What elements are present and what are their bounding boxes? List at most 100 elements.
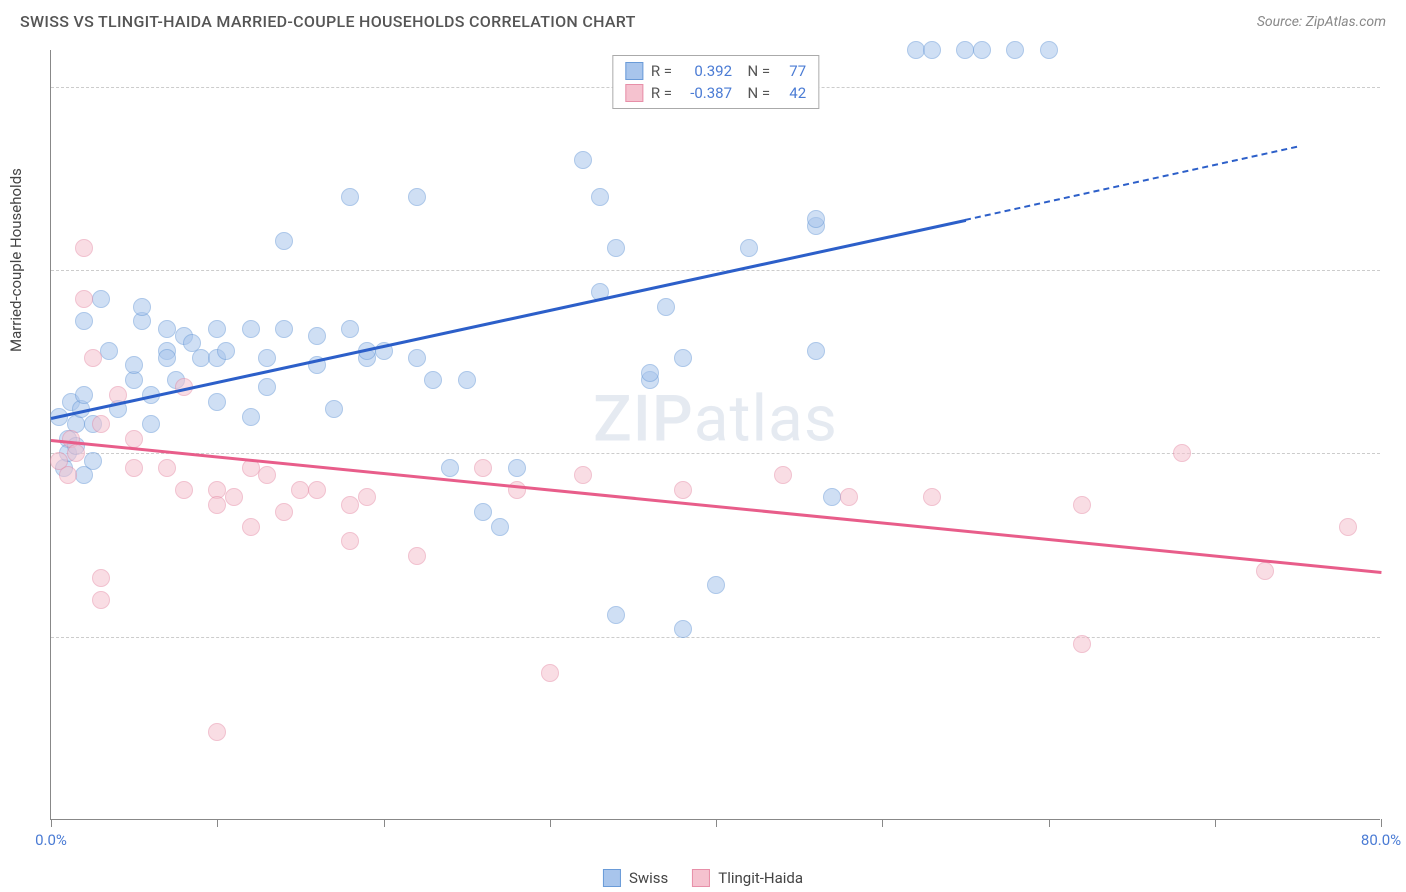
data-point bbox=[674, 620, 692, 638]
data-point bbox=[474, 459, 492, 477]
plot-area: Married-couple Households ZIPatlas 25.0%… bbox=[50, 50, 1380, 820]
data-point bbox=[208, 496, 226, 514]
legend: Swiss Tlingit-Haida bbox=[603, 869, 803, 887]
data-point bbox=[192, 349, 210, 367]
data-point bbox=[358, 488, 376, 506]
data-point bbox=[607, 606, 625, 624]
data-point bbox=[840, 488, 858, 506]
gridline bbox=[51, 637, 1380, 638]
trend-line bbox=[51, 219, 966, 419]
data-point bbox=[308, 481, 326, 499]
y-axis-label: Married-couple Households bbox=[7, 168, 25, 352]
data-point bbox=[441, 459, 459, 477]
legend-swatch bbox=[603, 869, 621, 887]
legend-item: Swiss bbox=[603, 869, 668, 887]
data-point bbox=[75, 386, 93, 404]
data-point bbox=[408, 349, 426, 367]
data-point bbox=[175, 481, 193, 499]
x-tick bbox=[716, 819, 717, 827]
data-point bbox=[142, 415, 160, 433]
series-swatch bbox=[625, 62, 643, 80]
data-point bbox=[133, 298, 151, 316]
x-tick bbox=[384, 819, 385, 827]
legend-label: Tlingit-Haida bbox=[718, 869, 803, 887]
data-point bbox=[308, 327, 326, 345]
data-point bbox=[258, 349, 276, 367]
x-tick bbox=[1381, 819, 1382, 827]
stats-row: R = 0.392 N = 77 bbox=[625, 60, 806, 82]
x-tick bbox=[550, 819, 551, 827]
data-point bbox=[956, 41, 974, 59]
data-point bbox=[641, 364, 659, 382]
data-point bbox=[92, 415, 110, 433]
data-point bbox=[607, 239, 625, 257]
data-point bbox=[225, 488, 243, 506]
data-point bbox=[1073, 635, 1091, 653]
data-point bbox=[341, 320, 359, 338]
data-point bbox=[275, 503, 293, 521]
r-label: R = bbox=[651, 84, 672, 102]
data-point bbox=[84, 452, 102, 470]
y-tick-label: 75.0% bbox=[1385, 261, 1406, 279]
data-point bbox=[258, 466, 276, 484]
data-point bbox=[92, 591, 110, 609]
data-point bbox=[657, 298, 675, 316]
data-point bbox=[75, 239, 93, 257]
data-point bbox=[424, 371, 442, 389]
n-value: 77 bbox=[778, 62, 806, 80]
data-point bbox=[59, 466, 77, 484]
data-point bbox=[807, 210, 825, 228]
y-tick-label: 100.0% bbox=[1385, 78, 1406, 96]
x-tick bbox=[217, 819, 218, 827]
data-point bbox=[408, 547, 426, 565]
data-point bbox=[125, 430, 143, 448]
n-label: N = bbox=[740, 62, 770, 80]
n-label: N = bbox=[740, 84, 770, 102]
watermark: ZIPatlas bbox=[593, 382, 838, 457]
r-value: 0.392 bbox=[680, 62, 732, 80]
x-tick bbox=[1049, 819, 1050, 827]
y-tick-label: 25.0% bbox=[1385, 628, 1406, 646]
data-point bbox=[923, 488, 941, 506]
data-point bbox=[217, 342, 235, 360]
series-swatch bbox=[625, 84, 643, 102]
data-point bbox=[907, 41, 925, 59]
data-point bbox=[67, 444, 85, 462]
data-point bbox=[1173, 444, 1191, 462]
r-value: -0.387 bbox=[680, 84, 732, 102]
data-point bbox=[242, 518, 260, 536]
data-point bbox=[1040, 41, 1058, 59]
data-point bbox=[491, 518, 509, 536]
data-point bbox=[341, 188, 359, 206]
chart-title: SWISS VS TLINGIT-HAIDA MARRIED-COUPLE HO… bbox=[20, 12, 636, 31]
data-point bbox=[125, 459, 143, 477]
data-point bbox=[541, 664, 559, 682]
data-point bbox=[125, 356, 143, 374]
data-point bbox=[208, 723, 226, 741]
data-point bbox=[92, 290, 110, 308]
chart-container: SWISS VS TLINGIT-HAIDA MARRIED-COUPLE HO… bbox=[0, 0, 1406, 892]
n-value: 42 bbox=[778, 84, 806, 102]
data-point bbox=[740, 239, 758, 257]
data-point bbox=[707, 576, 725, 594]
data-point bbox=[275, 320, 293, 338]
data-point bbox=[973, 41, 991, 59]
data-point bbox=[674, 481, 692, 499]
data-point bbox=[92, 569, 110, 587]
data-point bbox=[474, 503, 492, 521]
stats-box: R = 0.392 N = 77R = -0.387 N = 42 bbox=[612, 55, 819, 109]
data-point bbox=[408, 188, 426, 206]
data-point bbox=[75, 290, 93, 308]
data-point bbox=[291, 481, 309, 499]
data-point bbox=[158, 320, 176, 338]
data-point bbox=[574, 151, 592, 169]
gridline bbox=[51, 270, 1380, 271]
data-point bbox=[75, 312, 93, 330]
data-point bbox=[208, 393, 226, 411]
data-point bbox=[508, 459, 526, 477]
data-point bbox=[341, 532, 359, 550]
data-point bbox=[1256, 562, 1274, 580]
data-point bbox=[923, 41, 941, 59]
data-point bbox=[674, 349, 692, 367]
stats-row: R = -0.387 N = 42 bbox=[625, 82, 806, 104]
